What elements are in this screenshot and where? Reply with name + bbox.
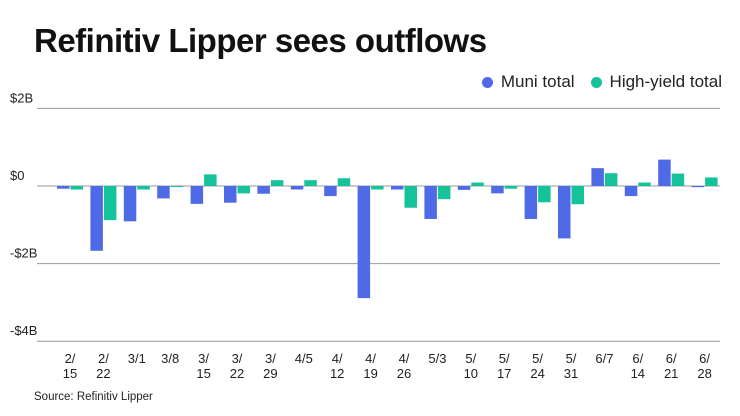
bar-muni	[524, 186, 538, 219]
x-tick-label: 28	[697, 366, 711, 381]
bar-muni	[290, 186, 304, 190]
bar-muni	[190, 186, 204, 204]
legend: Muni total High-yield total	[481, 72, 722, 92]
bar-muni	[324, 186, 337, 197]
x-tick-label: 2/	[98, 351, 109, 366]
x-tick-label: 5/3	[428, 351, 446, 366]
bar-high-yield	[705, 177, 718, 186]
bar-muni	[424, 186, 437, 219]
legend-label-muni: Muni total	[500, 72, 575, 91]
x-tick-label: 14	[631, 366, 645, 381]
bar-high-yield	[571, 186, 584, 205]
x-tick-label: 10	[464, 366, 478, 381]
x-tick-label: 5/	[499, 351, 510, 366]
legend-label-high-yield: High-yield total	[609, 72, 722, 91]
x-tick-label: 3/8	[161, 351, 179, 366]
bar-muni	[624, 186, 638, 197]
x-tick-label: 3/1	[128, 351, 146, 366]
bar-muni	[90, 186, 103, 251]
x-tick-label: 6/	[699, 351, 710, 366]
legend-marker-high-yield	[590, 76, 602, 88]
bar-muni	[691, 186, 705, 188]
bar-high-yield	[471, 182, 484, 186]
x-tick-label: 3/	[265, 351, 276, 366]
bar-high-yield	[170, 186, 184, 187]
legend-item-high-yield: High-yield total	[590, 72, 722, 92]
bar-high-yield	[671, 173, 685, 186]
x-tick-label: 4/	[399, 351, 410, 366]
x-tick-label: 3/	[198, 351, 209, 366]
bar-high-yield	[437, 186, 451, 200]
bar-muni	[123, 186, 137, 222]
bar-high-yield	[538, 186, 551, 203]
source-note: Source: Refinitiv Lipper	[34, 391, 153, 403]
x-tick-label: 6/7	[595, 351, 613, 366]
y-tick-label: $0	[10, 168, 24, 183]
x-tick-label: 3/	[232, 351, 243, 366]
bar-high-yield	[404, 186, 417, 208]
x-tick-label: 5/	[532, 351, 543, 366]
bar-muni	[224, 186, 237, 203]
bar-muni	[658, 159, 671, 186]
x-tick-label: 31	[564, 366, 578, 381]
bar-muni	[491, 186, 504, 194]
legend-item-muni: Muni total	[481, 72, 575, 92]
bar-high-yield	[304, 180, 317, 186]
bar-high-yield	[70, 186, 83, 190]
x-tick-label: 6/	[666, 351, 677, 366]
y-tick-label: -$2B	[10, 246, 37, 261]
x-tick-label: 6/	[632, 351, 643, 366]
x-tick-label: 19	[363, 366, 377, 381]
bar-high-yield	[371, 186, 384, 190]
bar-muni	[457, 186, 471, 190]
bar-high-yield	[638, 182, 651, 186]
bar-high-yield	[337, 178, 351, 186]
x-tick-label: 21	[664, 366, 678, 381]
bar-muni	[157, 186, 170, 199]
y-tick-label: -$4B	[10, 323, 37, 338]
x-tick-label: 2/	[65, 351, 76, 366]
bar-high-yield	[504, 186, 518, 189]
bar-high-yield	[204, 174, 217, 186]
bar-high-yield	[270, 180, 284, 186]
x-tick-label: 15	[196, 366, 210, 381]
chart-title: Refinitiv Lipper sees outflows	[34, 22, 487, 59]
bar-muni	[591, 168, 604, 186]
bar-muni	[357, 186, 371, 299]
x-tick-label: 5/	[566, 351, 577, 366]
x-tick-label: 4/	[365, 351, 376, 366]
bar-high-yield	[604, 173, 618, 186]
bar-muni	[57, 186, 70, 189]
x-tick-label: 4/	[332, 351, 343, 366]
bar-muni	[257, 186, 270, 194]
bar-high-yield	[137, 186, 150, 190]
x-tick-label: 22	[96, 366, 110, 381]
x-tick-label: 24	[530, 366, 544, 381]
bar-high-yield	[103, 186, 117, 221]
x-tick-label: 22	[230, 366, 244, 381]
y-tick-label: $2B	[10, 90, 33, 105]
legend-marker-muni	[481, 76, 493, 88]
x-tick-label: 5/	[465, 351, 476, 366]
x-tick-label: 4/5	[295, 351, 313, 366]
bar-muni	[391, 186, 404, 190]
x-tick-label: 15	[63, 366, 77, 381]
bar-muni	[558, 186, 571, 239]
bar-high-yield	[237, 186, 250, 194]
x-tick-label: 29	[263, 366, 277, 381]
x-tick-label: 26	[397, 366, 411, 381]
x-tick-label: 12	[330, 366, 344, 381]
x-tick-label: 17	[497, 366, 511, 381]
